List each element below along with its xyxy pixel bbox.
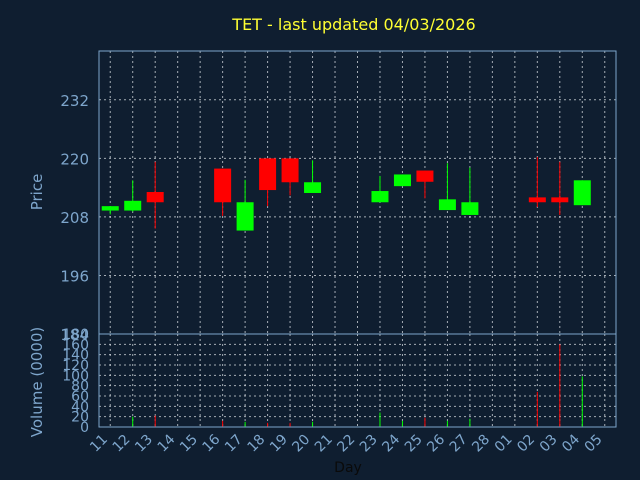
volume-tick-label: 100 <box>62 368 89 384</box>
volume-tick-label: 40 <box>71 399 89 415</box>
day-tick-label: 16 <box>200 431 224 455</box>
candle-body <box>438 199 456 211</box>
day-tick-label: 18 <box>244 432 268 456</box>
candle-body <box>124 200 142 211</box>
day-tick-label: 03 <box>537 432 561 456</box>
candle-body <box>528 197 546 203</box>
volume-tick-label: 140 <box>62 348 89 364</box>
day-tick-labels: 1112131415161718192021222324252627280102… <box>87 431 605 455</box>
day-tick-label: 28 <box>469 432 493 456</box>
volume-tick-label: 120 <box>62 358 89 374</box>
candle-body <box>236 202 254 231</box>
price-axis-label: Price <box>28 174 46 211</box>
candle-body <box>573 180 591 206</box>
volume-axis-label: Volume (0000) <box>28 327 46 437</box>
volume-tick-label: 60 <box>71 389 89 405</box>
price-tick-label: 184 <box>60 326 89 344</box>
day-tick-label: 15 <box>177 432 201 456</box>
day-tick-label: 17 <box>222 432 246 456</box>
day-tick-label: 21 <box>312 432 336 456</box>
chart-title: TET - last updated 04/03/2026 <box>231 15 475 34</box>
candle-body <box>259 158 277 191</box>
day-tick-label: 05 <box>582 432 606 456</box>
volume-tick-label: 20 <box>71 410 89 426</box>
day-tick-label: 04 <box>559 431 583 455</box>
volume-tick-label: 80 <box>71 379 89 395</box>
candle-body <box>214 168 232 203</box>
candle-body <box>371 191 389 203</box>
day-tick-label: 26 <box>424 431 448 455</box>
candle-body <box>101 206 119 211</box>
candle-body <box>461 202 479 215</box>
day-tick-label: 01 <box>492 432 516 456</box>
volume-tick-label: 0 <box>80 420 89 436</box>
day-tick-label: 14 <box>155 431 179 455</box>
volume-tick-label: 160 <box>62 337 89 353</box>
candle-body <box>146 192 164 203</box>
candle-body <box>281 158 299 183</box>
day-tick-label: 20 <box>289 432 313 456</box>
day-tick-label: 25 <box>402 432 426 456</box>
volume-bars <box>132 344 583 427</box>
day-tick-label: 02 <box>514 432 538 456</box>
day-tick-label: 22 <box>334 432 358 456</box>
volume-panel-frame <box>98 333 617 428</box>
candle-body <box>393 174 411 187</box>
day-tick-label: 23 <box>357 432 381 456</box>
day-tick-label: 13 <box>132 432 156 456</box>
price-tick-label: 208 <box>60 209 89 227</box>
price-tick-label: 232 <box>60 92 89 110</box>
volume-grid <box>99 334 616 427</box>
price-candles <box>101 156 591 231</box>
day-tick-label: 19 <box>267 432 291 456</box>
candle-body <box>304 182 322 193</box>
day-axis-label: Day <box>334 460 362 476</box>
day-tick-label: 12 <box>110 432 134 456</box>
price-tick-label: 220 <box>60 150 89 168</box>
candle-body <box>416 170 434 182</box>
candle-body <box>551 197 569 203</box>
volume-tick-label: 180 <box>62 327 89 343</box>
price-tick-labels: 232 220 208 196 184 <box>60 92 89 344</box>
day-tick-label: 11 <box>87 432 111 456</box>
price-tick-label: 196 <box>60 267 89 285</box>
price-grid <box>99 51 616 334</box>
day-tick-label: 27 <box>447 432 471 456</box>
day-tick-label: 24 <box>379 431 403 455</box>
